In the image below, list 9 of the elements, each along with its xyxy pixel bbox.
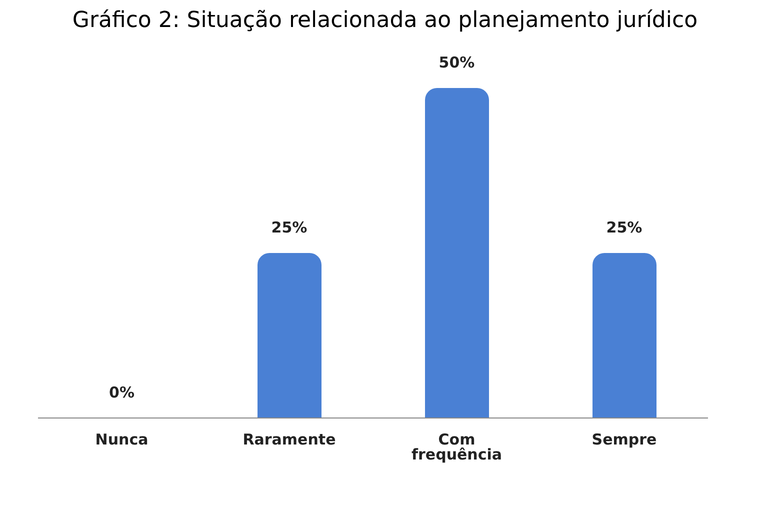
x-tick-label: Nunca: [95, 430, 148, 449]
data-label: 50%: [438, 53, 475, 72]
data-label: 25%: [271, 218, 308, 236]
x-tick-label: Sempre: [592, 430, 657, 449]
chart-title: Gráfico 2: Situação relacionada ao planejamento jurídico: [71, 8, 699, 35]
data-label: 0%: [109, 383, 134, 402]
x-tick-label: Raramente: [242, 430, 336, 449]
x-tick-label: Com frequência: [411, 430, 502, 464]
data-label: 25%: [606, 218, 642, 236]
